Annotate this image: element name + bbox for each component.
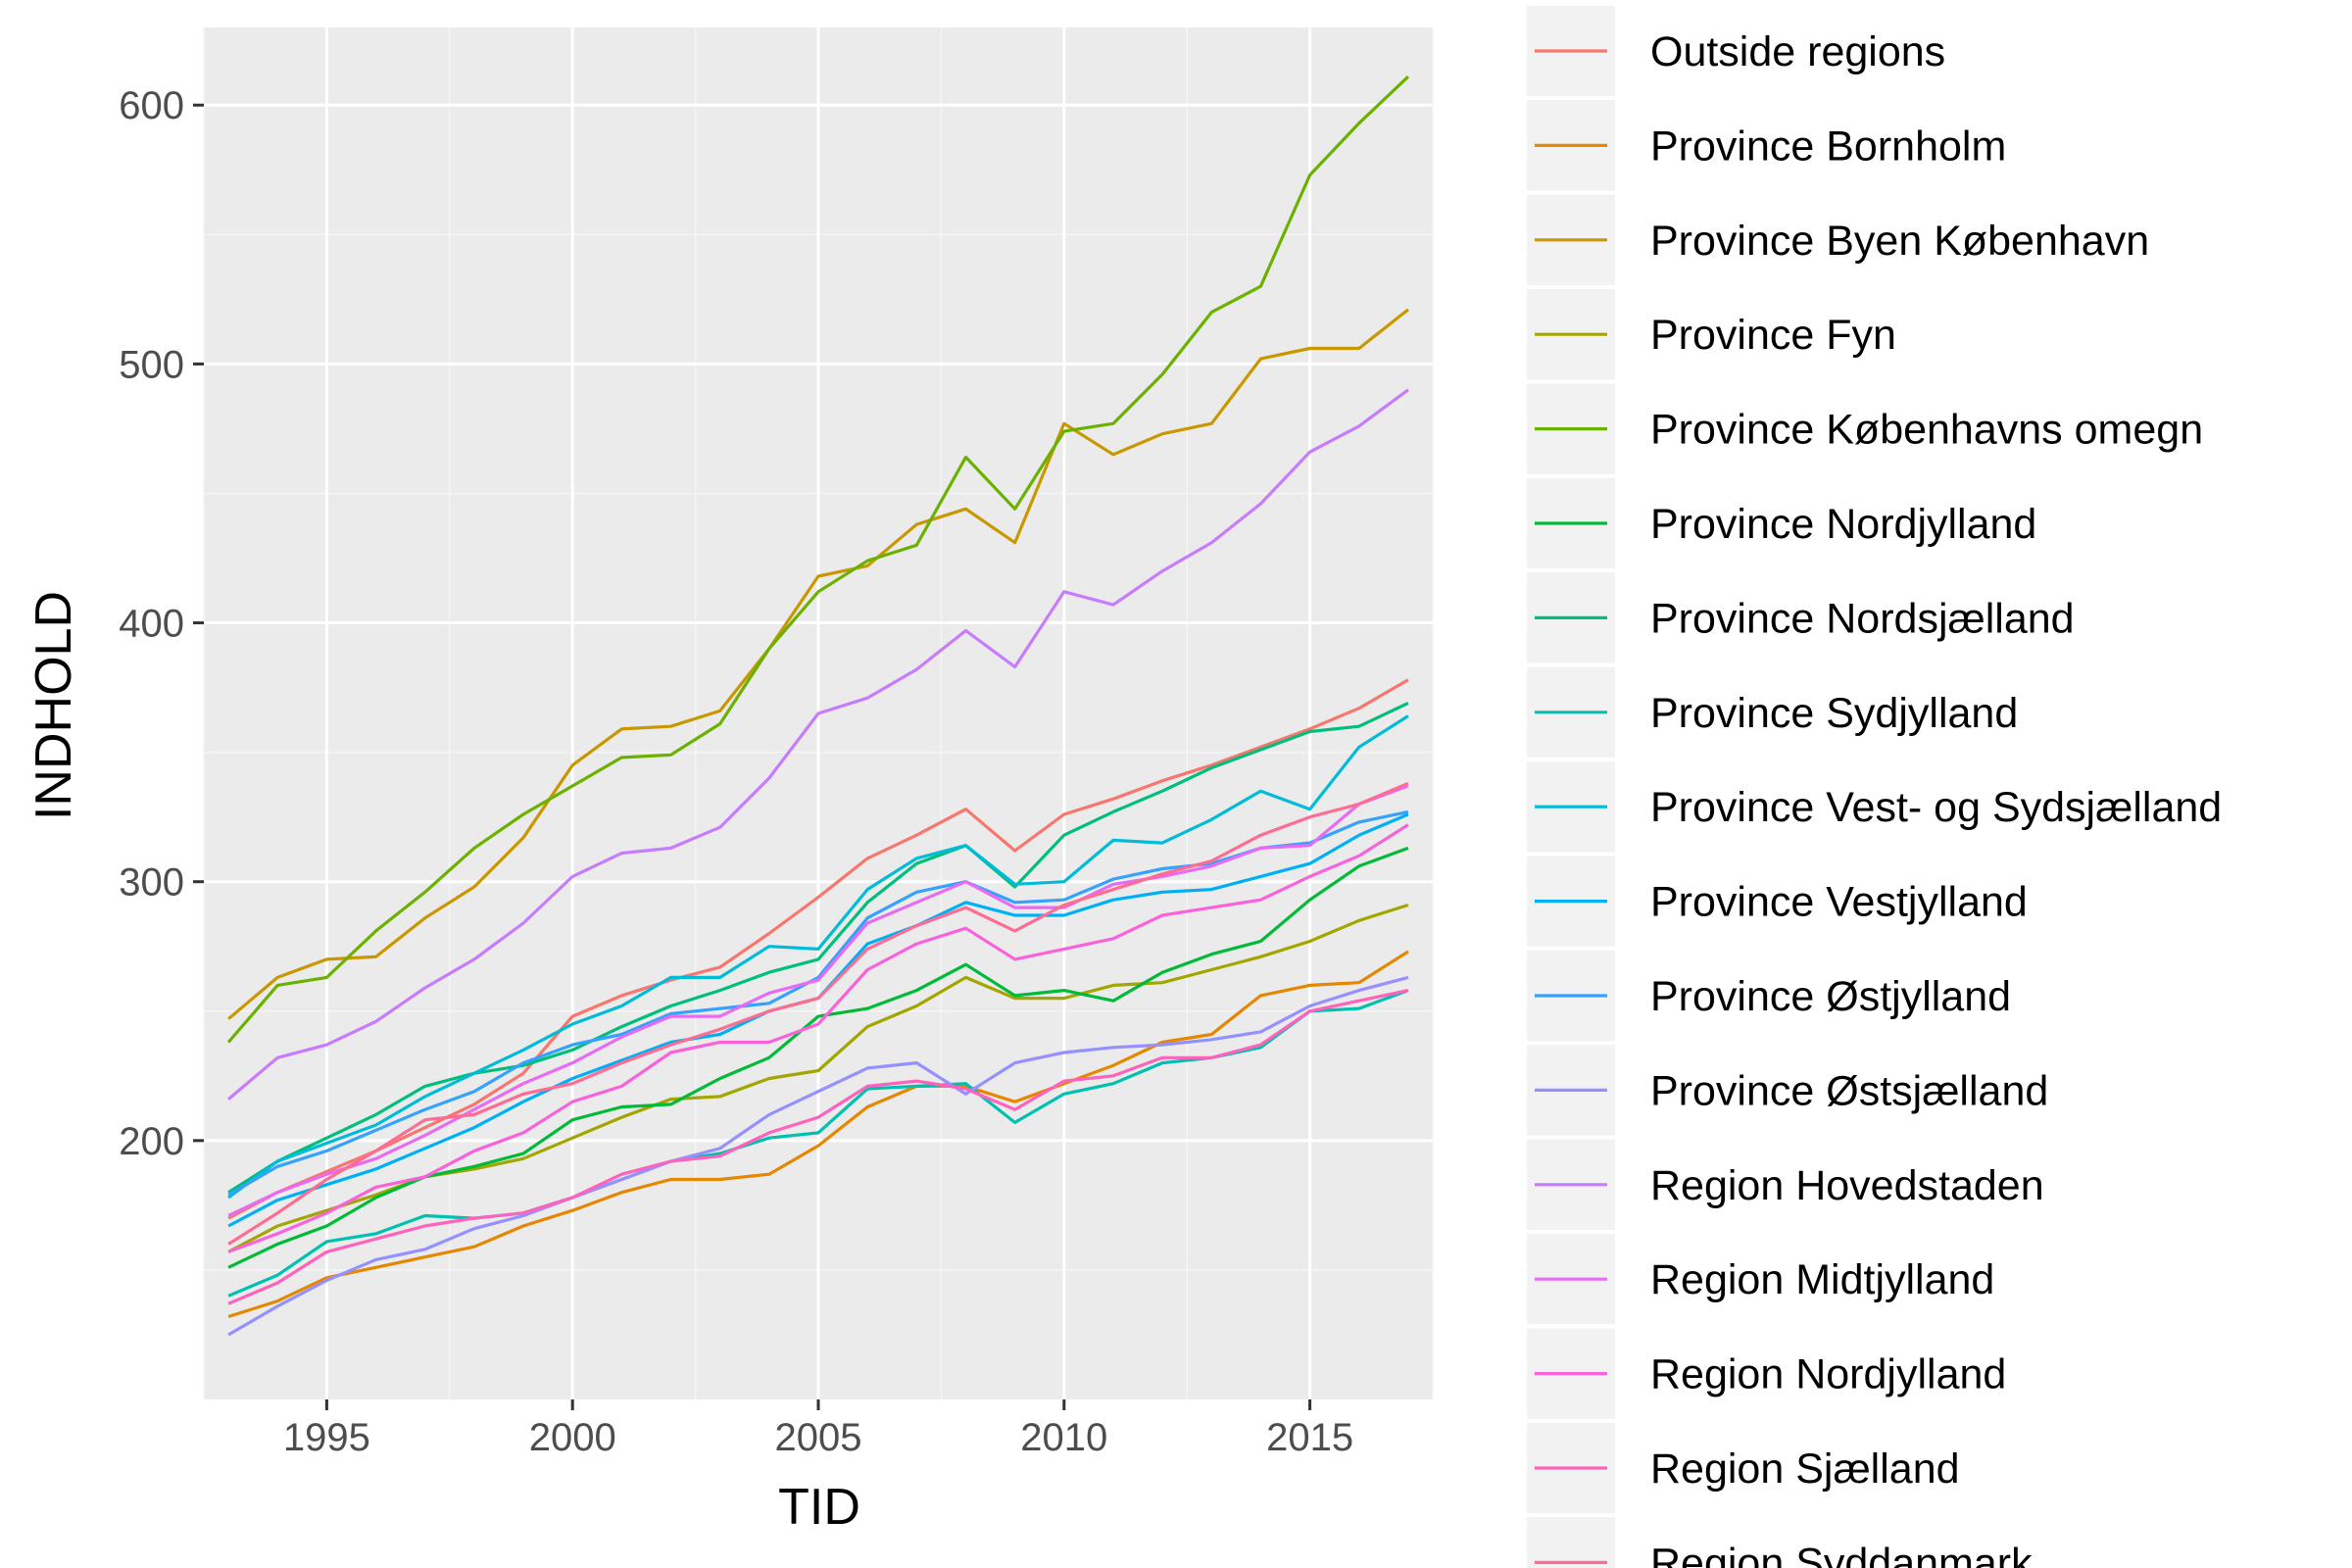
legend: Outside regions Province Bornholm Province… [1527, 5, 2222, 1568]
legend-label: Outside regions [1650, 28, 1945, 75]
x-tick-label: 2005 [775, 1416, 862, 1459]
x-axis: 1995 2000 2005 2010 2015 [283, 1399, 1353, 1459]
legend-label: Region Syddanmark [1650, 1540, 2033, 1568]
x-tick-label: 2010 [1020, 1416, 1107, 1459]
legend-label: Province Vest- og Sydsjælland [1650, 784, 2222, 831]
series-line [227, 950, 1409, 1319]
legend-label: Region Hovedstaden [1650, 1162, 2044, 1209]
y-axis: 200 300 400 500 600 [119, 84, 204, 1163]
y-tick-label: 600 [119, 84, 184, 127]
series-line [227, 784, 1409, 1217]
series-line [227, 388, 1409, 1101]
x-tick-label: 2015 [1266, 1416, 1353, 1459]
legend-label: Province Fyn [1650, 312, 1896, 359]
series-line [227, 308, 1409, 1020]
series-line [227, 781, 1409, 1246]
legend-label: Province Københavns omegn [1650, 407, 2203, 454]
series-line [227, 989, 1409, 1305]
x-tick-label: 1995 [283, 1416, 370, 1459]
series-line [227, 678, 1409, 1220]
legend-label: Region Midtjylland [1650, 1256, 1994, 1303]
legend-label: Province Byen København [1650, 218, 2149, 265]
series-line [227, 701, 1409, 1195]
y-tick-label: 200 [119, 1120, 184, 1163]
legend-label: Province Østsjælland [1650, 1067, 2048, 1114]
legend-label: Region Nordjylland [1650, 1351, 2006, 1398]
y-tick-label: 300 [119, 861, 184, 905]
series-line [227, 809, 1409, 1197]
series-line [227, 823, 1409, 1253]
legend-label: Province Østjylland [1650, 973, 2011, 1020]
legend-label: Province Nordjylland [1650, 501, 2036, 548]
x-tick-label: 2000 [529, 1416, 616, 1459]
series-line [227, 975, 1409, 1337]
y-axis-title: INDHOLD [25, 591, 82, 820]
legend-label: Province Sydjylland [1650, 690, 2018, 737]
series-line [227, 714, 1409, 1200]
legend-key-bg [1527, 1517, 1615, 1568]
y-tick-label: 500 [119, 343, 184, 386]
legend-label: Province Bornholm [1650, 122, 2006, 170]
x-axis-title: TID [778, 1479, 860, 1536]
y-tick-label: 400 [119, 603, 184, 646]
legend-label: Province Nordsjælland [1650, 595, 2075, 642]
series-lines [226, 75, 1410, 1337]
series-line [226, 75, 1410, 1044]
legend-label: Province Vestjylland [1650, 879, 2028, 926]
legend-label: Region Sjælland [1650, 1446, 1960, 1493]
